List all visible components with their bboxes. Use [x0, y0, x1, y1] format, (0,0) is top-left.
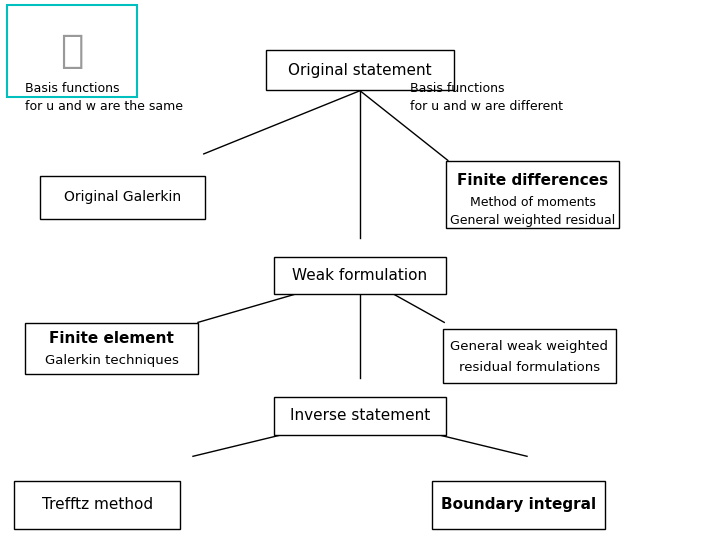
Text: Boundary integral: Boundary integral	[441, 497, 596, 512]
FancyBboxPatch shape	[25, 322, 198, 374]
FancyBboxPatch shape	[40, 176, 205, 219]
Text: Weak formulation: Weak formulation	[292, 268, 428, 283]
FancyBboxPatch shape	[432, 481, 605, 529]
Text: Galerkin techniques: Galerkin techniques	[45, 354, 179, 367]
Text: Basis functions: Basis functions	[410, 82, 505, 94]
Text: Method of moments: Method of moments	[470, 196, 595, 209]
Text: Finite differences: Finite differences	[457, 173, 608, 188]
Text: Finite element: Finite element	[49, 331, 174, 346]
Text: for u and w are the same: for u and w are the same	[25, 100, 183, 113]
Text: Trefftz method: Trefftz method	[42, 497, 153, 512]
FancyBboxPatch shape	[274, 397, 446, 435]
Text: Original Galerkin: Original Galerkin	[64, 190, 181, 204]
Text: Inverse statement: Inverse statement	[290, 408, 430, 423]
Text: residual formulations: residual formulations	[459, 361, 600, 374]
FancyBboxPatch shape	[443, 329, 616, 383]
FancyBboxPatch shape	[446, 160, 619, 228]
Text: General weighted residual: General weighted residual	[450, 214, 616, 227]
FancyBboxPatch shape	[7, 5, 137, 97]
FancyBboxPatch shape	[274, 256, 446, 294]
FancyBboxPatch shape	[14, 481, 180, 529]
Text: for u and w are different: for u and w are different	[410, 100, 563, 113]
Text: Original statement: Original statement	[288, 63, 432, 78]
Text: Basis functions: Basis functions	[25, 82, 120, 94]
FancyBboxPatch shape	[266, 50, 454, 90]
Text: General weak weighted: General weak weighted	[450, 340, 608, 353]
Text: 🦁: 🦁	[60, 32, 84, 70]
